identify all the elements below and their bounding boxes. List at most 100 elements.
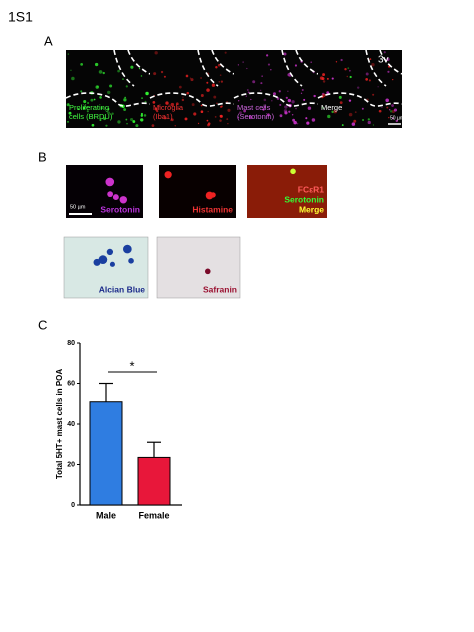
cell bbox=[331, 110, 334, 114]
cell bbox=[105, 124, 108, 127]
cell bbox=[270, 69, 272, 71]
cell bbox=[260, 89, 262, 91]
cell bbox=[283, 52, 287, 56]
cell bbox=[165, 101, 169, 105]
cell bbox=[197, 122, 200, 125]
cell bbox=[145, 91, 149, 96]
cell bbox=[123, 244, 132, 254]
cell bbox=[388, 116, 390, 119]
cell bbox=[257, 107, 259, 109]
micrograph: Serotonin bbox=[66, 165, 143, 218]
panel-label: B bbox=[38, 149, 47, 164]
cell bbox=[311, 118, 316, 122]
cell bbox=[129, 117, 134, 122]
cell bbox=[181, 98, 185, 102]
cell bbox=[184, 117, 188, 121]
cell bbox=[283, 109, 288, 113]
cell bbox=[354, 111, 357, 114]
cell bbox=[381, 106, 383, 109]
image-caption: Safranin bbox=[203, 284, 237, 294]
cell bbox=[112, 194, 119, 201]
cell bbox=[271, 100, 273, 102]
cell bbox=[158, 104, 161, 107]
cell bbox=[185, 74, 189, 78]
cell bbox=[365, 72, 369, 76]
cell bbox=[200, 77, 202, 79]
x-tick-label: Male bbox=[96, 510, 116, 520]
cell bbox=[80, 90, 83, 93]
cell bbox=[326, 77, 329, 80]
image-background bbox=[156, 236, 241, 299]
cell bbox=[287, 90, 289, 92]
cell bbox=[141, 97, 143, 99]
cell bbox=[267, 113, 270, 117]
bar-chart: 0 20 40 60 80 Total 5HT+ mast cells in POA Mal… bbox=[55, 340, 182, 520]
micrograph: Safranin bbox=[156, 236, 241, 299]
cell bbox=[386, 106, 389, 109]
cell bbox=[213, 95, 217, 99]
cell bbox=[98, 255, 108, 264]
cell bbox=[348, 69, 351, 72]
cell bbox=[361, 107, 364, 110]
cell bbox=[362, 119, 364, 121]
cell bbox=[191, 103, 195, 107]
cell bbox=[266, 54, 269, 57]
region-outline bbox=[317, 49, 403, 107]
x-tick-label: Female bbox=[138, 510, 169, 520]
cell bbox=[160, 70, 164, 74]
cell bbox=[267, 63, 271, 66]
cell bbox=[378, 109, 382, 113]
cell bbox=[211, 83, 216, 87]
cell bbox=[383, 51, 386, 54]
cell bbox=[296, 122, 299, 125]
cell bbox=[130, 65, 134, 69]
cell bbox=[250, 98, 252, 101]
significance-label: * bbox=[129, 358, 134, 373]
cell bbox=[367, 120, 371, 125]
cell bbox=[100, 107, 103, 110]
image-caption: Histamine bbox=[192, 204, 233, 214]
cell bbox=[125, 85, 128, 88]
cell bbox=[338, 95, 342, 99]
micrograph: Alcian Blue bbox=[63, 236, 149, 299]
cell bbox=[224, 51, 227, 54]
image-caption: Microglia bbox=[153, 103, 184, 112]
cell bbox=[106, 248, 114, 256]
cell bbox=[164, 171, 172, 179]
cell bbox=[313, 94, 316, 98]
cell bbox=[170, 102, 175, 107]
figure-label: 1S1 bbox=[8, 9, 33, 25]
cell bbox=[321, 77, 325, 81]
cell bbox=[219, 119, 222, 122]
image-background bbox=[150, 50, 234, 128]
cell bbox=[170, 118, 174, 122]
panel-label: A bbox=[44, 33, 53, 48]
region-outline bbox=[65, 49, 151, 107]
cell bbox=[95, 85, 99, 89]
cell bbox=[284, 105, 288, 109]
image-background bbox=[66, 165, 143, 218]
cell bbox=[341, 124, 344, 126]
y-tick-label: 80 bbox=[67, 340, 75, 347]
cell bbox=[369, 58, 372, 60]
panel-label: C bbox=[38, 317, 47, 332]
cell bbox=[242, 61, 244, 63]
cell bbox=[123, 98, 127, 102]
cell bbox=[207, 110, 209, 113]
cell bbox=[189, 77, 192, 79]
cell bbox=[272, 92, 276, 96]
cell bbox=[83, 107, 86, 110]
image-caption: Alcian Blue bbox=[99, 284, 146, 294]
cell bbox=[245, 95, 247, 97]
cell bbox=[156, 110, 159, 113]
image-caption: (Serotonin) bbox=[237, 112, 275, 121]
cell bbox=[340, 58, 343, 62]
cell bbox=[368, 79, 371, 82]
cell bbox=[67, 53, 70, 55]
cell bbox=[207, 123, 210, 127]
cell bbox=[216, 102, 218, 104]
cell bbox=[322, 93, 326, 98]
cell bbox=[200, 104, 203, 107]
region-outline bbox=[149, 49, 235, 107]
